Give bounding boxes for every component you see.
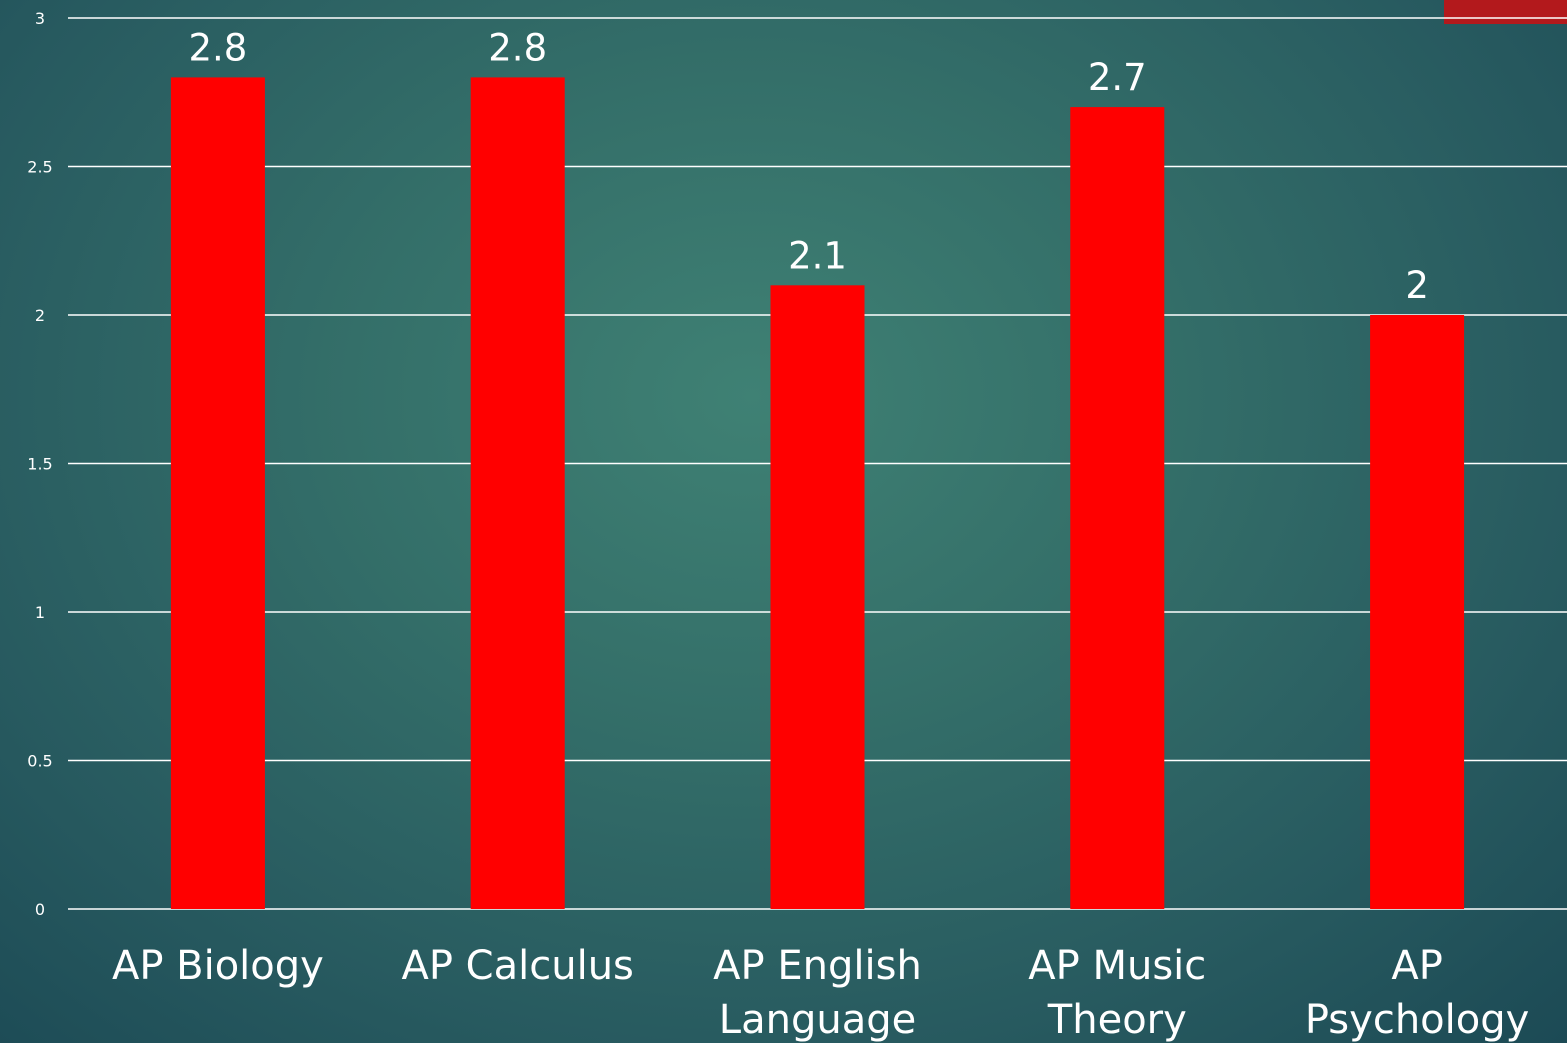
- category-label-line: Psychology: [1305, 997, 1529, 1043]
- category-labels: AP Biology AP Calculus AP English LanguageA…: [112, 943, 1529, 1043]
- category-label-line: AP Music: [1028, 943, 1206, 989]
- data-labels: 2.8 2.8 2.1 2.7 2: [188, 26, 1428, 307]
- bar: [170, 77, 265, 909]
- data-label: 2: [1405, 264, 1429, 307]
- y-tick-label: 3: [35, 9, 45, 28]
- y-tick-label: 2: [35, 306, 45, 325]
- category-label-line: AP Biology: [112, 943, 324, 989]
- category-label-line: AP English: [713, 943, 922, 989]
- y-tick-label: 1.5: [27, 455, 52, 474]
- bars: [170, 77, 1465, 910]
- category-label-line: Theory: [1047, 997, 1187, 1043]
- data-label: 2.8: [488, 26, 547, 69]
- data-label: 2.8: [188, 26, 247, 69]
- category-label: AP Music Theory: [1028, 943, 1206, 1043]
- category-label: AP Biology: [112, 943, 324, 989]
- category-label-line: Language: [719, 997, 916, 1043]
- bar: [1070, 107, 1165, 910]
- category-label-line: AP Calculus: [401, 943, 633, 989]
- bar: [1370, 315, 1465, 909]
- y-tick-label: 0.5: [27, 752, 52, 771]
- category-label: AP English Language: [713, 943, 922, 1043]
- y-axis-ticks: 0 0.5 1 1.5 2 2.5 3: [27, 9, 52, 919]
- data-label: 2.1: [788, 234, 847, 277]
- accent-corner-bar: [1444, 0, 1567, 24]
- category-label: AP Psychology: [1305, 943, 1529, 1043]
- bar: [470, 77, 565, 909]
- y-tick-label: 1: [35, 603, 45, 622]
- y-tick-label: 0: [35, 900, 45, 919]
- y-tick-label: 2.5: [27, 158, 52, 177]
- data-label: 2.7: [1088, 56, 1147, 99]
- bar: [770, 285, 865, 909]
- category-label: AP Calculus: [401, 943, 633, 989]
- category-label-line: AP: [1391, 943, 1442, 989]
